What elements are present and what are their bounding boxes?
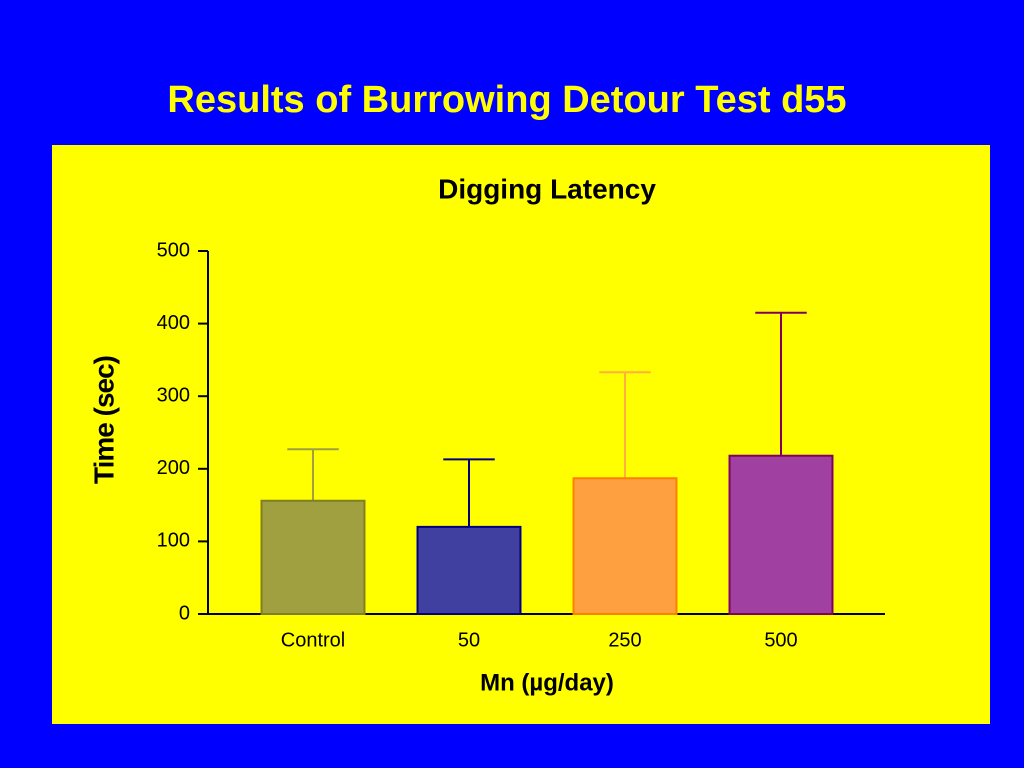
bar (416, 525, 522, 616)
y-axis-label: Time (sec) (88, 356, 119, 484)
bar (572, 477, 678, 615)
y-tick-label: 100 (157, 530, 190, 552)
slide-title: Results of Burrowing Detour Test d55 (167, 79, 846, 121)
chart-title: Digging Latency (438, 173, 656, 204)
chart-panel (52, 145, 990, 724)
x-axis-label: Mn (µg/day) (480, 669, 614, 696)
bar (728, 454, 834, 615)
y-tick-label: 0 (179, 602, 190, 624)
y-tick-label: 400 (157, 312, 190, 334)
x-tick-label: 50 (458, 629, 480, 651)
y-tick-label: 500 (157, 239, 190, 261)
x-tick-label: Control (281, 629, 345, 651)
x-tick-label: 500 (764, 629, 797, 651)
x-tick-label: 250 (608, 629, 641, 651)
bar (260, 499, 366, 615)
y-tick-label: 200 (157, 457, 190, 479)
y-tick-label: 300 (157, 384, 190, 406)
